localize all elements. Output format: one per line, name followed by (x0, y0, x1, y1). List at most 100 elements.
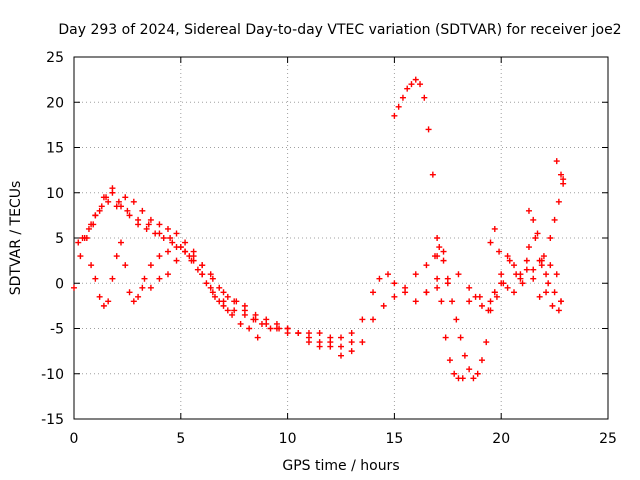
data-point (412, 298, 419, 305)
data-point (504, 284, 511, 291)
data-point (338, 343, 344, 350)
data-point (348, 339, 355, 346)
data-point (143, 225, 150, 232)
data-point (543, 271, 550, 278)
data-point (126, 212, 133, 219)
data-point (338, 352, 344, 359)
data-point (130, 198, 137, 205)
data-point (532, 235, 539, 241)
data-point (115, 198, 122, 205)
data-point (88, 221, 95, 228)
data-point (194, 266, 201, 273)
data-point (359, 339, 366, 346)
data-point (147, 262, 154, 269)
data-point (395, 103, 402, 110)
data-point (199, 271, 206, 278)
data-point (498, 271, 505, 278)
data-point (85, 225, 92, 232)
data-point (167, 235, 174, 241)
data-point (543, 289, 550, 296)
data-point (483, 339, 490, 346)
data-point (417, 81, 424, 88)
data-point (295, 330, 302, 337)
data-point (555, 307, 562, 314)
data-point (182, 248, 189, 255)
data-point (156, 275, 163, 282)
data-point (105, 198, 112, 205)
data-point (231, 307, 238, 314)
data-point (117, 203, 124, 210)
data-point (551, 289, 558, 296)
data-point (92, 275, 99, 282)
data-point (147, 284, 154, 291)
data-point (241, 307, 248, 314)
data-point (551, 216, 558, 223)
data-point (525, 244, 532, 251)
data-point (434, 235, 441, 241)
data-point (429, 171, 436, 178)
y-tick-label: 25 (46, 50, 64, 66)
data-point (316, 343, 323, 350)
data-point (517, 275, 524, 282)
y-tick-label: 15 (46, 141, 64, 157)
data-point (96, 207, 103, 214)
data-point (124, 207, 131, 214)
data-point (506, 257, 513, 264)
data-point (434, 284, 441, 291)
data-point (466, 366, 473, 373)
data-point (224, 307, 231, 314)
data-point (284, 330, 291, 337)
y-tick-label: -10 (41, 367, 64, 383)
data-point (453, 316, 460, 323)
data-point (504, 253, 511, 260)
data-point (449, 298, 456, 305)
data-point (79, 235, 86, 241)
data-point (216, 298, 223, 305)
data-point (472, 293, 479, 300)
data-point (474, 370, 481, 377)
data-point (109, 275, 116, 282)
data-point (117, 239, 124, 246)
data-point (523, 257, 530, 264)
series-track-f (391, 76, 466, 382)
x-tick-label: 10 (279, 431, 297, 447)
data-point (451, 370, 458, 377)
data-point (558, 298, 565, 305)
data-point (446, 357, 453, 364)
data-point (216, 284, 223, 291)
data-point (530, 266, 537, 273)
data-point (399, 94, 406, 101)
data-point (254, 334, 261, 341)
data-point (258, 320, 265, 327)
data-point (207, 284, 214, 291)
data-point (491, 289, 498, 296)
data-point (267, 325, 274, 332)
data-point (182, 239, 189, 246)
y-tick-label: -5 (50, 322, 64, 338)
data-point (130, 298, 137, 305)
data-point (92, 212, 99, 219)
data-point (105, 298, 112, 305)
y-tick-label: 0 (55, 276, 64, 292)
data-point (478, 302, 485, 309)
data-point (156, 221, 163, 228)
data-point (380, 302, 387, 309)
data-point (359, 316, 366, 323)
data-point (169, 239, 176, 246)
series-track-j (487, 225, 565, 305)
x-tick-label: 5 (176, 431, 185, 447)
y-tick-label: 10 (46, 186, 64, 202)
data-point (209, 289, 216, 296)
data-point (229, 311, 236, 318)
data-point (88, 262, 95, 269)
series-track-c (79, 185, 261, 341)
data-points (71, 76, 567, 382)
data-point (487, 298, 494, 305)
data-point (164, 225, 171, 232)
data-point (459, 375, 466, 382)
data-point (408, 81, 415, 88)
data-point (500, 280, 507, 287)
data-point (224, 293, 231, 300)
data-point (513, 271, 520, 278)
